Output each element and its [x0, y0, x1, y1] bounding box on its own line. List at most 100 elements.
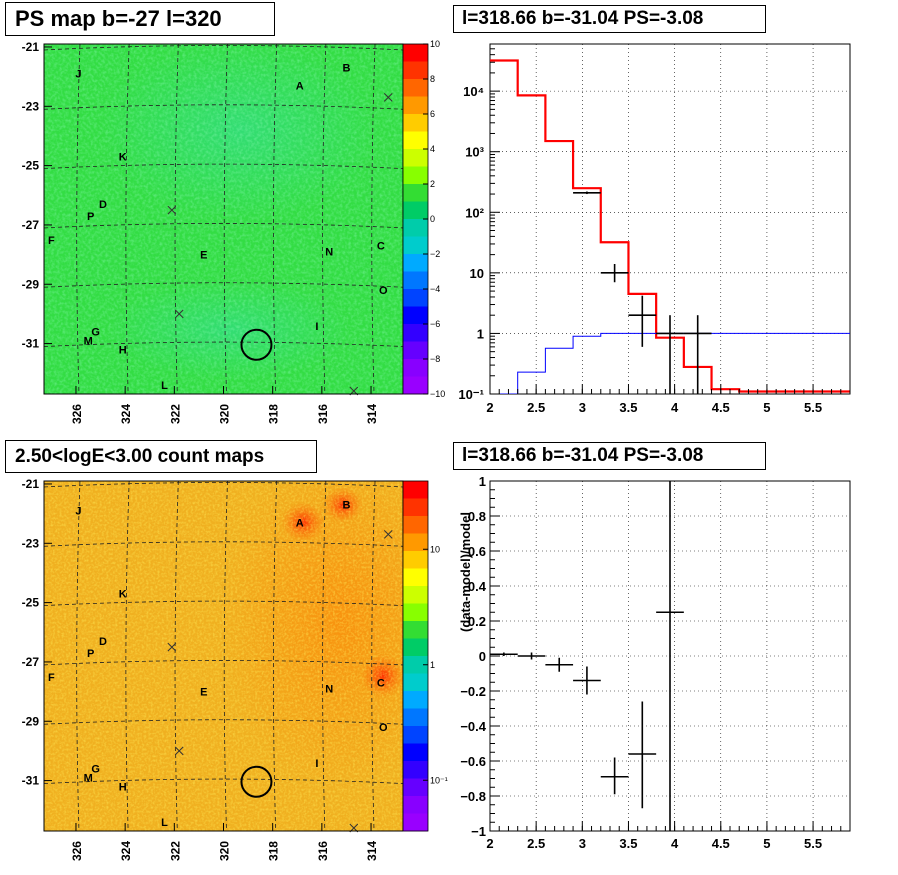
psmap-source-label: N — [325, 247, 333, 259]
countmap-grid-meridian — [174, 480, 179, 832]
ratio-x-tick-label: 2 — [486, 836, 493, 851]
psmap-source-label: G — [91, 327, 100, 339]
countmap-x-tick-label: 314 — [365, 841, 379, 861]
psmap-grid-meridian — [322, 43, 327, 395]
psmap-y-tick-label: -29 — [22, 277, 40, 291]
psmap-x-tick-label: 318 — [267, 404, 281, 424]
psmap-x-tick-label: 320 — [218, 404, 232, 424]
countmap-colorbar-cell — [403, 638, 428, 657]
countmap-y-tick-label: -27 — [22, 655, 40, 669]
psmap-colorbar-cell — [403, 61, 428, 80]
psmap-y-tick-label: -21 — [22, 40, 40, 54]
spectrum-series-1-step-line — [490, 332, 850, 394]
countmap-colorbar-cell — [403, 796, 428, 814]
psmap-y-axis: -21 -23 -25 -27 -29 -31 — [22, 40, 52, 351]
ratio-x-tick-label: 3.5 — [619, 836, 637, 851]
countmap-source-marks: J B A K DP F E N C O I GM H L — [48, 500, 393, 833]
countmap-target-circle — [240, 765, 273, 798]
countmap-colorbar-label: 10⁻¹ — [430, 775, 448, 785]
countmap-x-tick-label: 324 — [119, 841, 133, 861]
countmap-colorbar-cell — [403, 603, 428, 622]
spectrum-x-tick-label: 3 — [579, 400, 586, 415]
psmap-colorbar-label: −8 — [430, 354, 440, 364]
psmap-colorbar-cell — [403, 324, 428, 342]
countmap-noise — [44, 481, 403, 831]
countmap-colorbar-label: 10 — [430, 544, 440, 554]
countmap-y-tick-label: -31 — [22, 774, 40, 788]
countmap-grid-parallel — [43, 482, 404, 488]
countmap-x-tick-label: 318 — [267, 841, 281, 861]
psmap-colorbar-cell — [403, 341, 428, 360]
psmap-grid-meridian — [371, 43, 376, 395]
psmap-colorbar-cell — [403, 44, 428, 62]
countmap-colorbar-cell — [403, 691, 428, 709]
countmap-source-label: L — [161, 817, 168, 829]
psmap-source-label: L — [161, 380, 168, 392]
countmap-colorbar-cell — [403, 533, 428, 552]
ratio-y-tick-label: −0.6 — [460, 754, 486, 769]
countmap-cross-marker — [174, 746, 184, 756]
countmap-title: 2.50<logE<3.00 count maps — [5, 440, 317, 473]
psmap-y-tick-label: -27 — [22, 218, 40, 232]
countmap-colorbar-frame — [402, 480, 429, 832]
countmap-colorbar-cell — [403, 586, 428, 604]
psmap-grid-parallel — [43, 163, 404, 170]
psmap-source-label: M — [84, 336, 93, 348]
psmap-x-tick-label: 316 — [316, 404, 330, 424]
countmap-colorbar-cell — [403, 481, 428, 499]
spectrum-x-tick-label: 3.5 — [619, 400, 637, 415]
psmap-grid-parallel — [43, 282, 404, 288]
ratio-y-axis-label: (data-model)/model — [458, 512, 473, 632]
psmap-colorbar-label: −10 — [430, 389, 445, 399]
psmap-title: PS map b=-27 l=320 — [5, 2, 275, 36]
ratio-y-tick-label: 0.4 — [468, 579, 487, 594]
countmap-source-label: E — [200, 687, 207, 699]
spectrum-y-tick-label: 10⁴ — [463, 84, 484, 99]
countmap-grid-meridian — [273, 480, 278, 832]
spectrum-y-tick-label: 10⁻¹ — [458, 387, 484, 402]
psmap-cross-marker — [167, 205, 177, 215]
ratio-y-tick-label: 0 — [479, 649, 486, 664]
countmap-grid-meridian — [371, 480, 376, 832]
psmap-colorbar-cell — [403, 201, 428, 220]
psmap-colorbar-cell — [403, 79, 428, 97]
countmap-cross-marker — [167, 642, 177, 652]
psmap-colorbar-cell — [403, 184, 428, 202]
psmap-cross-marker — [174, 309, 184, 319]
psmap-colorbar-label: −2 — [430, 249, 440, 259]
countmap-y-tick-label: -25 — [22, 596, 40, 610]
psmap-y-tick-label: -31 — [22, 337, 40, 351]
psmap-source-label: O — [379, 285, 388, 297]
psmap-colorbar-cell — [403, 254, 428, 272]
countmap-grid-parallel — [43, 600, 404, 607]
psmap-y-tick-label: -25 — [22, 159, 40, 173]
countmap-colorbar-cell — [403, 761, 428, 779]
ratio-x-tick-label: 5 — [763, 836, 770, 851]
psmap-grid-parallel — [43, 223, 404, 229]
countmap-grid-parallel — [43, 778, 404, 784]
psmap-colorbar-label: 8 — [430, 74, 435, 84]
psmap-colorbar-cell — [403, 306, 428, 325]
ratio-y-tick-label: 0.6 — [468, 544, 486, 559]
psmap-source-label: I — [315, 321, 318, 333]
countmap-source-label: F — [48, 672, 55, 684]
psmap-colorbar-cell — [403, 219, 428, 237]
ratio-y-tick-label: 0.2 — [468, 614, 486, 629]
psmap-grid-parallel — [43, 45, 404, 51]
ratio-x-tick-label: 5.5 — [804, 836, 822, 851]
countmap-source-label: C — [377, 678, 385, 690]
psmap-grid-meridian — [76, 43, 81, 395]
psmap-colorbar-cell — [403, 149, 428, 167]
psmap-source-label: C — [377, 241, 385, 253]
psmap-x-tick-label: 314 — [365, 404, 379, 424]
ratio-title: l=318.66 b=-31.04 PS=-3.08 — [453, 442, 766, 470]
psmap-colorbar: 10 8 6 4 2 0 −2 −4 −6 −8 −10 — [402, 39, 445, 399]
countmap-grid-meridian — [125, 480, 130, 832]
spectrum-x-tick-label: 2 — [486, 400, 493, 415]
psmap-x-tick-label: 322 — [168, 404, 182, 424]
countmap-coord-grid — [43, 480, 404, 832]
psmap-source-label: P — [87, 211, 94, 223]
countmap-y-tick-label: -29 — [22, 714, 40, 728]
countmap-x-tick-label: 316 — [316, 841, 330, 861]
